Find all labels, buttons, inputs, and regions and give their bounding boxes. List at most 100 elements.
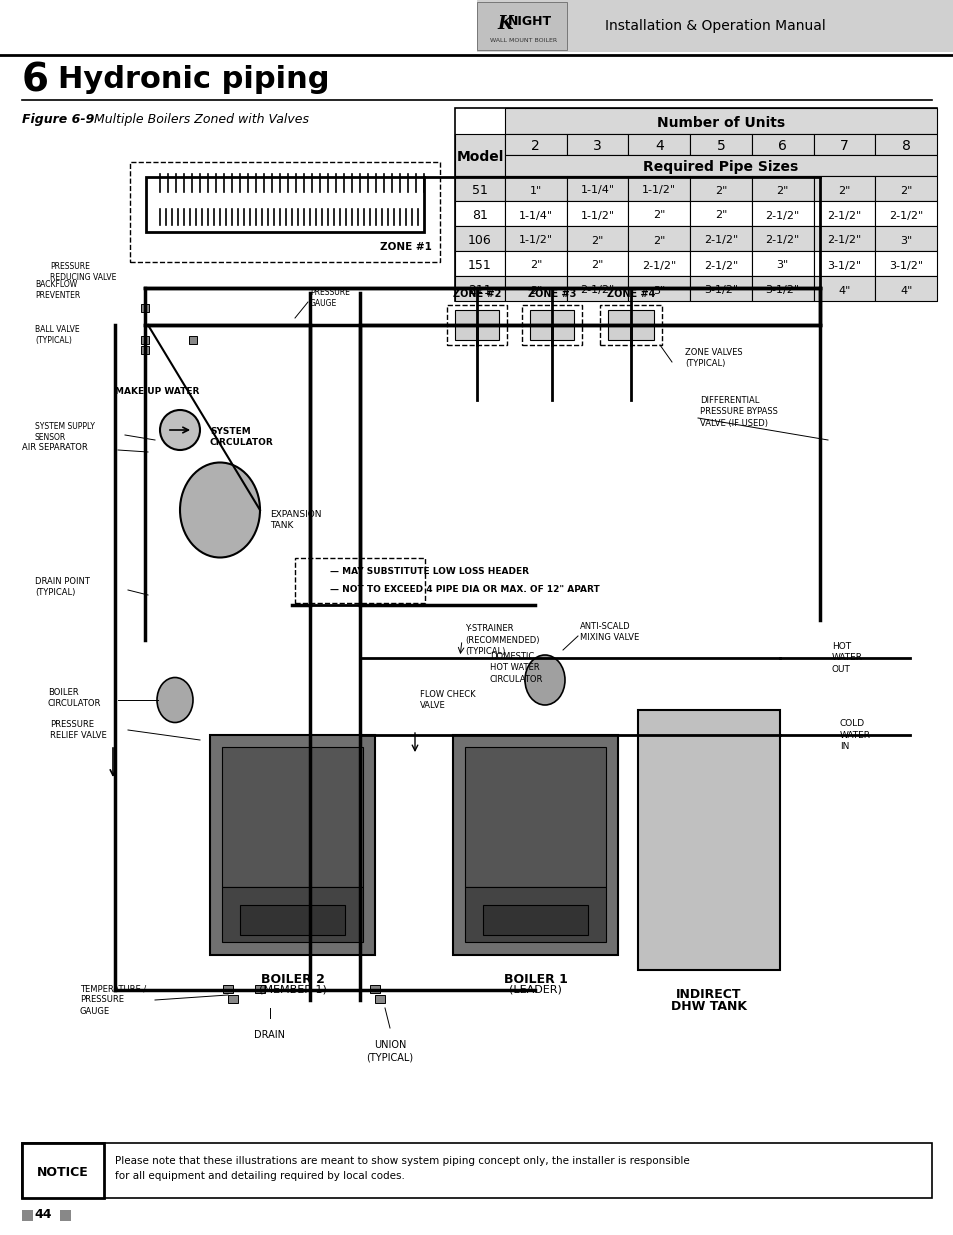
Text: Number of Units: Number of Units [657, 116, 784, 130]
Text: Please note that these illustrations are meant to show system piping concept onl: Please note that these illustrations are… [115, 1156, 689, 1166]
Bar [521, 305, 581, 345]
Text: 2-1/2": 2-1/2" [579, 285, 614, 295]
Bar [751, 201, 813, 226]
Bar [370, 986, 379, 993]
Bar [751, 226, 813, 251]
Text: PRESSURE
RELIEF VALVE: PRESSURE RELIEF VALVE [50, 720, 107, 740]
Bar [210, 735, 375, 955]
Ellipse shape [157, 678, 193, 722]
Text: 2: 2 [531, 140, 539, 153]
Bar [813, 251, 874, 275]
Bar [141, 336, 149, 345]
Bar [455, 251, 504, 275]
Text: 4": 4" [838, 285, 850, 295]
Bar [566, 135, 628, 156]
Circle shape [160, 410, 200, 450]
Text: AIR SEPARATOR: AIR SEPARATOR [22, 443, 88, 452]
Text: FLOW CHECK
VALVE: FLOW CHECK VALVE [419, 690, 476, 710]
Text: 81: 81 [472, 209, 487, 222]
Text: Required Pipe Sizes: Required Pipe Sizes [642, 161, 798, 174]
Bar [566, 201, 628, 226]
Text: 2-1/2": 2-1/2" [765, 236, 799, 246]
Bar [189, 336, 196, 345]
Text: UNION
(TYPICAL): UNION (TYPICAL) [366, 1040, 414, 1062]
Text: 4: 4 [654, 140, 663, 153]
Bar [566, 251, 628, 275]
Bar [455, 107, 936, 301]
Text: ZONE #4: ZONE #4 [606, 289, 655, 299]
Text: 3": 3" [776, 261, 788, 270]
Bar [628, 275, 689, 301]
Text: 2": 2" [529, 285, 541, 295]
Text: 1-1/2": 1-1/2" [641, 185, 676, 195]
Bar [599, 305, 661, 345]
Bar [240, 905, 345, 935]
Bar [223, 986, 233, 993]
Bar [566, 226, 628, 251]
Text: ZONE #1: ZONE #1 [379, 242, 432, 252]
Bar [813, 177, 874, 201]
Text: 3-1/2": 3-1/2" [888, 261, 923, 270]
Bar [813, 201, 874, 226]
Text: 2": 2" [714, 185, 726, 195]
Bar [141, 304, 149, 312]
Bar [530, 310, 574, 340]
Bar [751, 251, 813, 275]
Bar [504, 251, 566, 275]
Text: 1-1/4": 1-1/4" [518, 210, 553, 221]
Bar [751, 275, 813, 301]
Bar [628, 251, 689, 275]
Bar [874, 201, 936, 226]
Text: ZONE VALVES
(TYPICAL): ZONE VALVES (TYPICAL) [684, 348, 741, 368]
Bar [607, 310, 654, 340]
Bar [638, 710, 780, 969]
Text: ZONE #3: ZONE #3 [527, 289, 576, 299]
Text: 6: 6 [22, 62, 49, 100]
Bar [130, 162, 439, 262]
Text: Y-STRAINER
(RECOMMENDED)
(TYPICAL): Y-STRAINER (RECOMMENDED) (TYPICAL) [464, 625, 539, 656]
Bar [453, 735, 618, 955]
Text: ANTI-SCALD
MIXING VALVE: ANTI-SCALD MIXING VALVE [579, 622, 639, 642]
Text: 7: 7 [840, 140, 848, 153]
Bar [455, 201, 504, 226]
Bar [689, 177, 751, 201]
Text: 4": 4" [899, 285, 911, 295]
Text: 3-1/2": 3-1/2" [765, 285, 799, 295]
Bar [689, 201, 751, 226]
Text: Figure 6-9: Figure 6-9 [22, 112, 94, 126]
Text: 2-1/2": 2-1/2" [765, 210, 799, 221]
Bar [464, 887, 605, 942]
Text: BOILER 1: BOILER 1 [503, 973, 567, 986]
Bar [689, 135, 751, 156]
Text: INDIRECT: INDIRECT [676, 988, 741, 1002]
Text: 3-1/2": 3-1/2" [826, 261, 861, 270]
Text: 1": 1" [529, 185, 541, 195]
Text: TEMPERATURE /
PRESSURE
GAUGE: TEMPERATURE / PRESSURE GAUGE [80, 984, 146, 1015]
Bar [874, 177, 936, 201]
Bar [628, 201, 689, 226]
Bar [504, 201, 566, 226]
Text: 2": 2" [529, 261, 541, 270]
Bar [874, 226, 936, 251]
Text: (LEADER): (LEADER) [509, 986, 561, 995]
Bar [146, 177, 423, 232]
Bar [455, 310, 498, 340]
Text: — MAY SUBSTITUTE LOW LOSS HEADER: — MAY SUBSTITUTE LOW LOSS HEADER [330, 568, 529, 577]
Text: 1-1/2": 1-1/2" [579, 210, 614, 221]
Bar [566, 275, 628, 301]
Text: 51: 51 [472, 184, 487, 198]
Bar [455, 275, 504, 301]
Bar [476, 0, 953, 52]
Bar [141, 346, 149, 354]
Bar [504, 275, 566, 301]
Bar [874, 251, 936, 275]
Text: 2": 2" [899, 185, 911, 195]
Bar [375, 995, 385, 1003]
Bar [628, 226, 689, 251]
Text: 2-1/2": 2-1/2" [703, 236, 738, 246]
Bar [628, 177, 689, 201]
Bar [482, 905, 587, 935]
Text: 2-1/2": 2-1/2" [826, 236, 861, 246]
Bar [751, 135, 813, 156]
Bar [455, 135, 504, 177]
